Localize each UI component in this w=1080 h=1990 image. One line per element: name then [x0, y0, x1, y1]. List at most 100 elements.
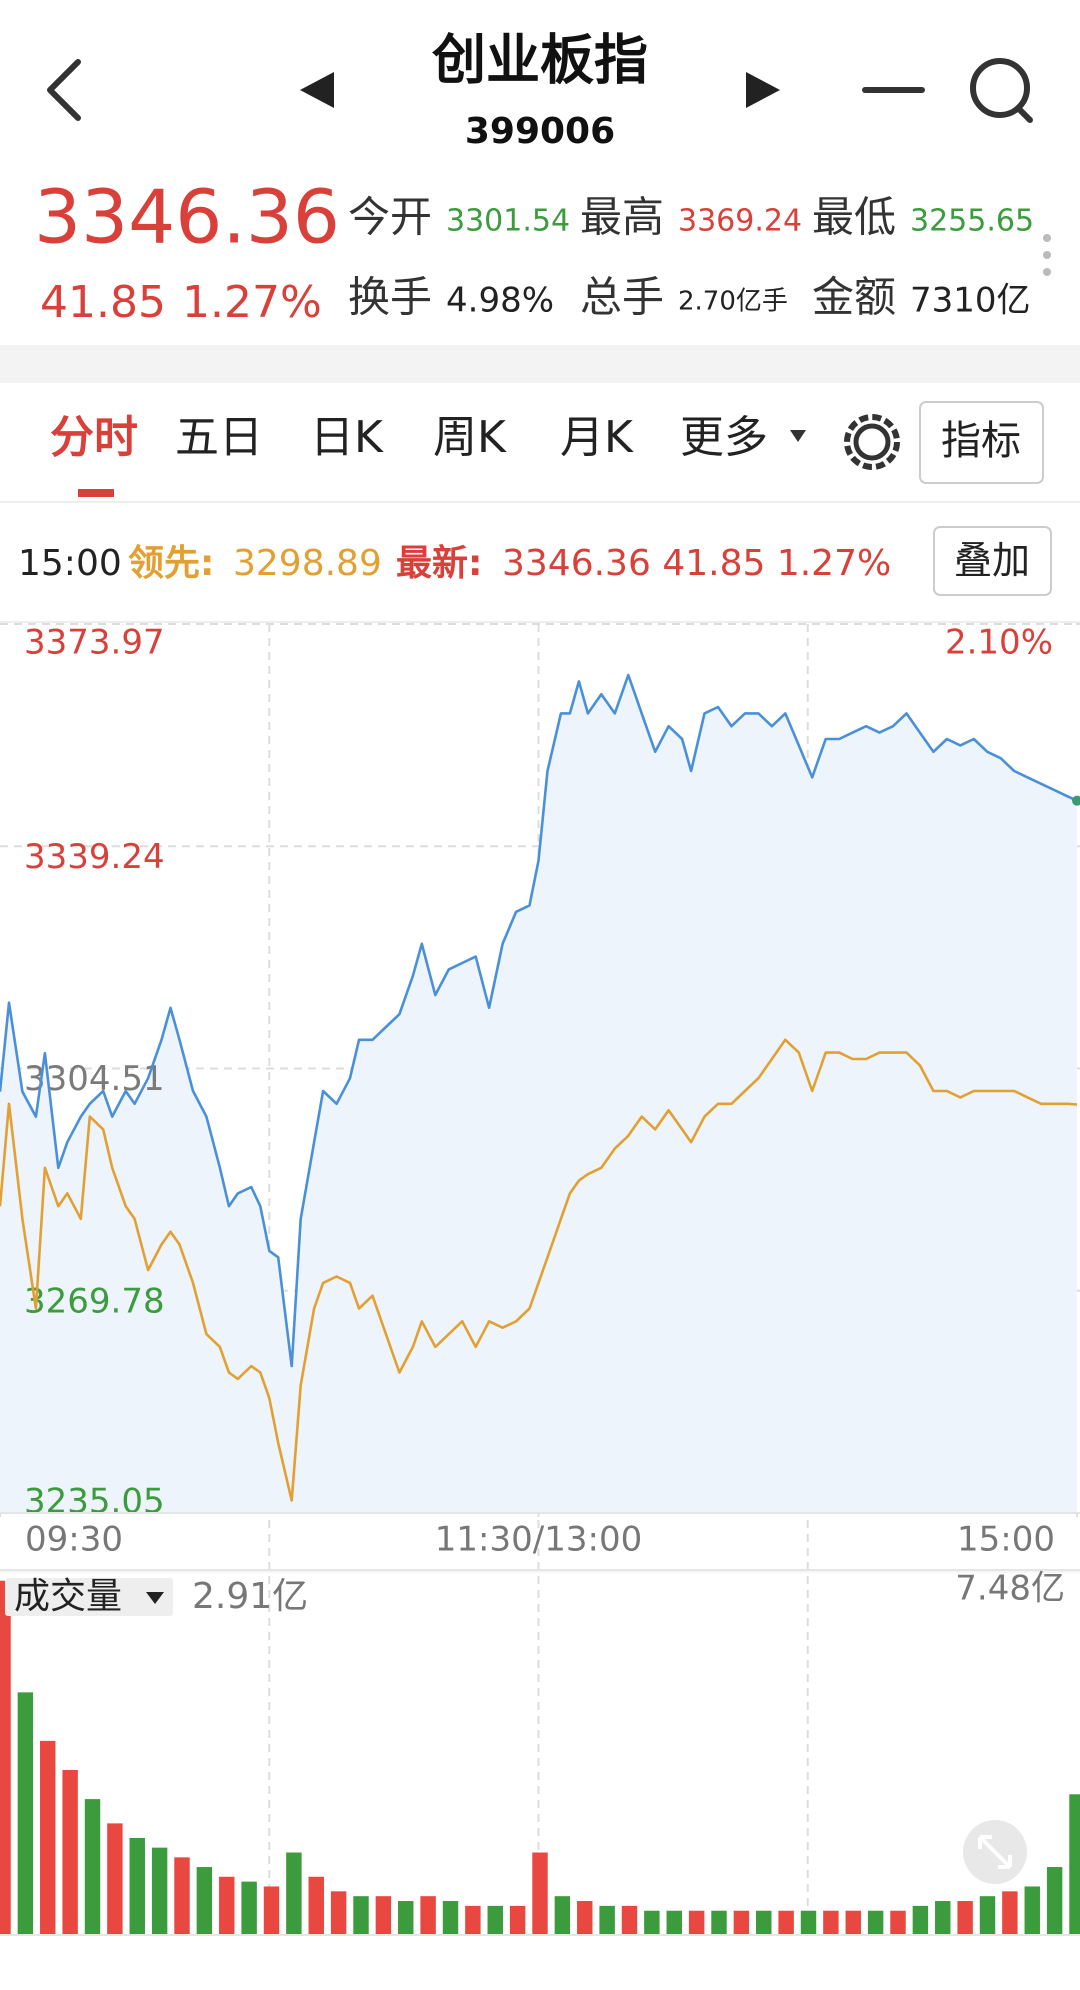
volume-bar — [577, 1901, 593, 1935]
price-change-pct: 1.27% — [182, 277, 322, 328]
indicator-button-label: 指标 — [941, 418, 1021, 464]
volume-bar — [733, 1910, 750, 1935]
stat-value: 4.98% — [446, 281, 554, 321]
separator — [0, 345, 1080, 383]
settings-button[interactable] — [844, 414, 900, 470]
volume-bar — [107, 1823, 123, 1935]
volume-bar — [196, 1867, 213, 1935]
y-tick-label: 3269.78 — [24, 1281, 165, 1321]
volume-bar — [644, 1910, 660, 1935]
search-button[interactable] — [970, 58, 1033, 123]
volume-current: 2.91亿 — [192, 1576, 308, 1617]
price-change: 41.85 — [40, 277, 166, 328]
volume-bar — [1069, 1794, 1080, 1935]
volume-bar — [0, 1580, 11, 1935]
volume-bar — [151, 1847, 168, 1935]
volume-bar — [509, 1905, 526, 1935]
area-fill — [0, 675, 1077, 1513]
stock-code: 399006 — [465, 111, 615, 152]
price-line — [0, 1038, 1078, 1502]
stat-label: 金额 — [812, 273, 896, 322]
volume-bar — [219, 1876, 235, 1935]
stat-label: 最高 — [580, 193, 664, 242]
price-line — [0, 673, 1078, 1368]
volume-bar — [756, 1910, 772, 1935]
volume-bar — [554, 1896, 571, 1935]
more-caret — [790, 430, 806, 442]
search-circle — [970, 58, 1030, 118]
x-tick-label: 11:30/13:00 — [435, 1520, 642, 1560]
indicator-button[interactable] — [919, 401, 1044, 484]
latest-value: 3346.36 41.85 1.27% — [502, 543, 891, 584]
volume-bar — [263, 1886, 280, 1935]
stat-value: 3369.24 — [678, 204, 802, 239]
volume-bar — [420, 1896, 436, 1935]
volume-bar — [308, 1876, 324, 1935]
last-price: 3346.36 — [34, 175, 340, 261]
volume-bar — [241, 1881, 257, 1935]
volume-bar — [599, 1905, 615, 1935]
volume-bar — [823, 1910, 839, 1935]
volume-bar — [17, 1692, 34, 1935]
stat-label: 最低 — [812, 193, 896, 242]
expand-button[interactable] — [963, 1820, 1027, 1884]
overlay-button-label: 叠加 — [954, 539, 1030, 583]
latest-label: 最新: — [396, 543, 482, 584]
volume-bar — [442, 1901, 459, 1935]
dot — [1043, 268, 1051, 276]
volume-bar — [912, 1905, 929, 1935]
volume-bar — [40, 1740, 56, 1935]
stat-label: 换手 — [348, 273, 432, 322]
x-tick-label: 09:30 — [25, 1520, 123, 1560]
lead-value: 3298.89 — [233, 543, 382, 584]
tab[interactable]: 分时 — [50, 412, 138, 463]
volume-bar — [286, 1852, 302, 1935]
active-tab-indicator — [78, 489, 114, 497]
volume-bar — [129, 1837, 145, 1935]
y-tick-label: 3235.05 — [24, 1482, 165, 1522]
volume-bar — [890, 1910, 906, 1935]
back-button[interactable] — [47, 59, 81, 121]
overlay-button[interactable] — [933, 526, 1052, 596]
volume-bar — [174, 1857, 190, 1935]
price-chart: -2.10%-1.05%0.00%1.05%2.10%3235.053269.7… — [0, 623, 1080, 1935]
tab[interactable]: 五日 — [175, 412, 263, 463]
volume-bar — [398, 1901, 414, 1935]
page-title: 创业板指 — [432, 29, 648, 92]
volume-bar — [666, 1910, 682, 1935]
tab[interactable]: 更多 — [680, 412, 768, 463]
volume-bar — [1002, 1891, 1018, 1935]
tab[interactable]: 月K — [560, 412, 634, 463]
expand-arrows — [978, 1835, 1012, 1869]
prev-button[interactable] — [300, 72, 334, 108]
volume-bar — [800, 1910, 817, 1935]
volume-bar — [330, 1891, 347, 1935]
volume-bar — [1046, 1867, 1063, 1935]
stat-value: 7310亿 — [910, 281, 1031, 321]
volume-bar — [84, 1799, 101, 1935]
volume-chart: 7.48亿 成交量 2.91亿 — [0, 1569, 1080, 1936]
stat-label: 今开 — [348, 193, 432, 242]
volume-bar — [62, 1770, 78, 1935]
volume-bar — [1024, 1886, 1040, 1935]
stat-value: 2.70亿手 — [678, 287, 788, 317]
volume-caret — [146, 1592, 164, 1604]
last-point — [1072, 795, 1080, 806]
next-button[interactable] — [746, 72, 780, 108]
info-time: 15:00 — [18, 543, 122, 584]
volume-bar — [778, 1910, 794, 1935]
y-tick-label: 3373.97 — [24, 623, 165, 663]
volume-bar — [979, 1896, 996, 1935]
volume-bars — [0, 1580, 1080, 1935]
volume-title: 成交量 — [14, 1576, 122, 1617]
search-handle — [1015, 105, 1033, 123]
tab-bar: 分时 五日 日K 周K 月K 更多 — [50, 412, 768, 463]
tab[interactable]: 日K — [310, 412, 384, 463]
volume-bar — [375, 1896, 392, 1935]
more-dots[interactable] — [1043, 234, 1051, 276]
volume-selector[interactable] — [5, 1578, 173, 1616]
dot — [1043, 251, 1051, 259]
tab[interactable]: 周K — [433, 412, 507, 463]
